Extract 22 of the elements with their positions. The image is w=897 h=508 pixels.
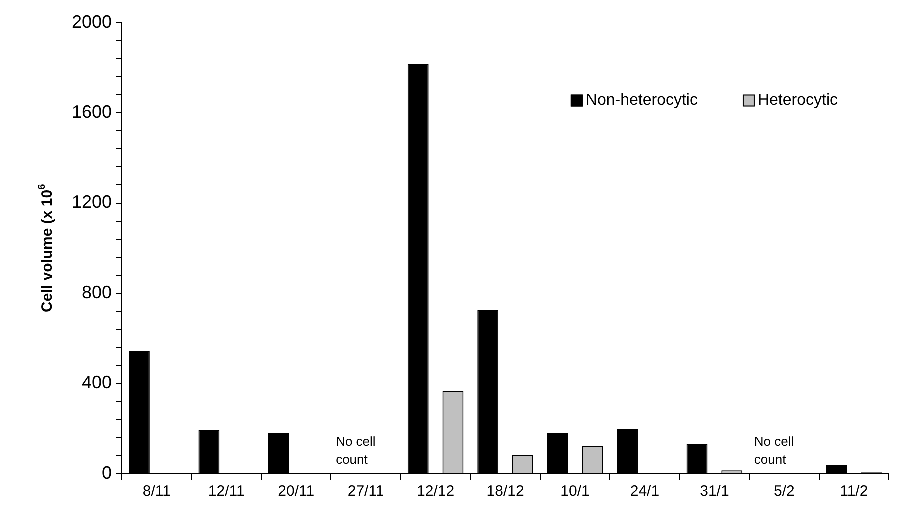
x-tick-label: 20/11	[278, 483, 315, 500]
x-tick-label: 24/1	[630, 483, 660, 500]
x-tick-label: 5/2	[774, 483, 795, 500]
y-tick-label: 1200	[72, 192, 112, 212]
x-tick-label: 12/11	[208, 483, 245, 500]
y-tick-label: 0	[102, 462, 112, 483]
x-tick-label: 10/1	[560, 483, 590, 500]
legend-label: Non-heterocytic	[586, 92, 698, 110]
x-tick-label: 27/11	[348, 483, 384, 500]
annotation: No cell count	[336, 434, 376, 468]
y-tick-label: 2000	[72, 12, 112, 32]
y-tick-label: 800	[82, 282, 112, 302]
y-axis-title: Cell volume (x 106	[36, 184, 56, 312]
x-tick-label: 18/12	[486, 483, 524, 500]
x-tick-label: 31/1	[700, 483, 730, 500]
x-tick-label: 8/11	[142, 483, 171, 500]
x-tick-label: 11/2	[840, 483, 868, 500]
y-tick-label: 1600	[72, 102, 112, 122]
y-tick-label: 400	[82, 372, 112, 393]
x-tick-label: 12/12	[417, 483, 455, 500]
annotation: No cell count	[754, 434, 794, 468]
legend-label: Heterocytic	[758, 92, 838, 110]
